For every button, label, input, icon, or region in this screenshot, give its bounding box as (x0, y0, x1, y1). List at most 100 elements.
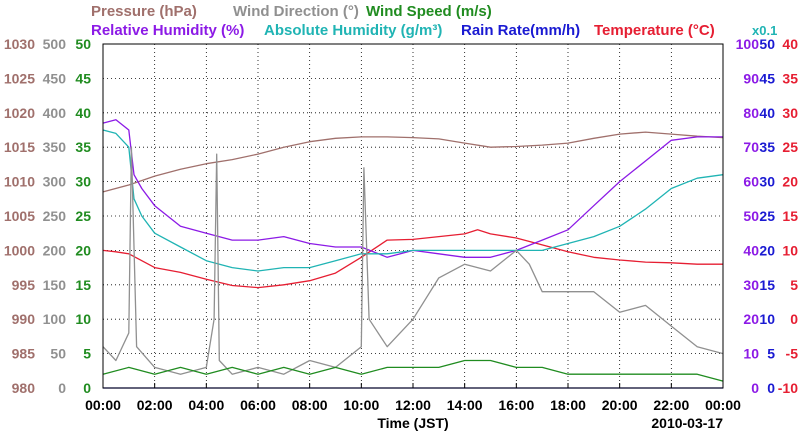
x-tick-label: 06:00 (240, 397, 276, 413)
tick-label-pressure: 985 (12, 346, 36, 362)
tick-label-pressure: 1015 (4, 139, 35, 155)
tick-label-wind_speed: 40 (75, 105, 91, 121)
tick-label-rain: 0 (767, 380, 775, 396)
tick-label-pressure: 995 (12, 277, 36, 293)
legend-rel_hum: Relative Humidity (%) (91, 22, 244, 39)
series-line-rel_hum-3 (102, 129, 724, 272)
tick-label-temp: -5 (786, 346, 799, 362)
tick-label-wind_dir: 50 (50, 346, 66, 362)
tick-label-temp: 25 (782, 139, 798, 155)
tick-label-rain: 15 (759, 277, 775, 293)
tick-label-rain: 30 (759, 174, 775, 190)
axes: 1030102510201015101010051000995990985980… (4, 36, 798, 396)
x-tick-label: 20:00 (602, 397, 638, 413)
x-tick-label: 16:00 (498, 397, 534, 413)
tick-label-rain: 10 (759, 311, 775, 327)
tick-label-pressure: 990 (12, 311, 36, 327)
tick-label-wind_dir: 400 (43, 105, 67, 121)
tick-label-wind_dir: 100 (43, 311, 67, 327)
x-tick-label: 04:00 (188, 397, 224, 413)
tick-label-temp: 10 (782, 242, 798, 258)
tick-label-rain: 40 (759, 105, 775, 121)
tick-label-rel_hum: 40 (743, 242, 759, 258)
x-axis-label: Time (JST) (377, 415, 448, 431)
tick-label-wind_dir: 450 (43, 70, 67, 86)
legend-rain: Rain Rate(mm/h) (461, 22, 580, 39)
tick-label-wind_speed: 15 (75, 277, 91, 293)
series-line-rel_hum-2 (102, 119, 723, 258)
tick-label-wind_dir: 150 (43, 277, 67, 293)
legend-abs_hum: Absolute Humidity (g/m³) (264, 22, 442, 39)
tick-label-rel_hum: 60 (743, 174, 759, 190)
x-axis: 00:00 02:00 04:00 06:00 08:00 10:00 12:00 14:00… (85, 383, 741, 431)
tick-label-wind_dir: 200 (43, 242, 67, 258)
tick-label-rel_hum: 100 (736, 36, 760, 52)
tick-label-rel_hum: 0 (751, 380, 759, 396)
x-tick-label: 00:00 (705, 397, 741, 413)
tick-label-temp: 35 (782, 70, 798, 86)
x-tick-label: 10:00 (343, 397, 379, 413)
date-label: 2010-03-17 (651, 415, 723, 431)
tick-label-pressure: 1030 (4, 36, 35, 52)
tick-label-rel_hum: 80 (743, 105, 759, 121)
series-line-temp-1 (102, 229, 723, 289)
legend: Pressure (hPa) Wind Direction (°) Wind Spe… (91, 3, 777, 39)
tick-label-rain: 45 (759, 70, 775, 86)
x-tick-label: 08:00 (292, 397, 328, 413)
tick-label-rel_hum: 10 (743, 346, 759, 362)
x-tick-label: 22:00 (653, 397, 689, 413)
tick-label-temp: 40 (782, 36, 798, 52)
tick-label-temp: 30 (782, 105, 798, 121)
tick-label-wind_dir: 500 (43, 36, 67, 52)
tick-label-wind_dir: 250 (43, 208, 67, 224)
tick-label-temp: 0 (790, 311, 798, 327)
tick-label-rel_hum: 90 (743, 70, 759, 86)
x-tick-label: 00:00 (85, 397, 121, 413)
tick-label-temp: 20 (782, 174, 798, 190)
legend-pressure: Pressure (hPa) (91, 3, 197, 20)
tick-label-rel_hum: 50 (743, 208, 759, 224)
tick-label-wind_speed: 50 (75, 36, 91, 52)
series-line-pressure-0 (102, 131, 724, 193)
tick-label-rel_hum: 30 (743, 277, 759, 293)
tick-label-rain: 5 (767, 346, 775, 362)
x-tick-label: 14:00 (447, 397, 483, 413)
tick-label-pressure: 1020 (4, 105, 35, 121)
tick-label-pressure: 1005 (4, 208, 35, 224)
tick-label-wind_speed: 35 (75, 139, 91, 155)
tick-label-wind_speed: 5 (83, 346, 91, 362)
tick-label-wind_speed: 25 (75, 208, 91, 224)
tick-label-wind_dir: 350 (43, 139, 67, 155)
tick-label-rain: 35 (759, 139, 775, 155)
tick-label-wind_speed: 0 (83, 380, 91, 396)
tick-label-wind_speed: 20 (75, 242, 91, 258)
tick-label-temp: -10 (778, 380, 798, 396)
tick-label-wind_dir: 0 (58, 380, 66, 396)
tick-label-rain: 50 (759, 36, 775, 52)
tick-label-pressure: 1025 (4, 70, 35, 86)
tick-label-pressure: 1000 (4, 242, 35, 258)
tick-label-wind_speed: 30 (75, 174, 91, 190)
legend-wind_dir: Wind Direction (°) (233, 3, 359, 20)
tick-label-wind_dir: 300 (43, 174, 67, 190)
grid (103, 44, 723, 388)
x-tick-label: 18:00 (550, 397, 586, 413)
tick-label-pressure: 1010 (4, 174, 35, 190)
tick-label-rel_hum: 70 (743, 139, 759, 155)
tick-label-rel_hum: 20 (743, 311, 759, 327)
abs-hum-scale-note: x0.1 (752, 23, 777, 38)
tick-label-wind_speed: 10 (75, 311, 91, 327)
tick-label-rain: 25 (759, 208, 775, 224)
tick-label-temp: 15 (782, 208, 798, 224)
tick-label-pressure: 980 (12, 380, 36, 396)
series-line-wind_speed-5 (102, 359, 724, 382)
tick-label-rain: 20 (759, 242, 775, 258)
legend-temp: Temperature (°C) (594, 22, 715, 39)
series-group (102, 119, 724, 389)
x-tick-label: 02:00 (137, 397, 173, 413)
legend-wind_speed: Wind Speed (m/s) (366, 3, 492, 20)
x-tick-label: 12:00 (395, 397, 431, 413)
tick-label-temp: 5 (790, 277, 798, 293)
tick-label-wind_speed: 45 (75, 70, 91, 86)
